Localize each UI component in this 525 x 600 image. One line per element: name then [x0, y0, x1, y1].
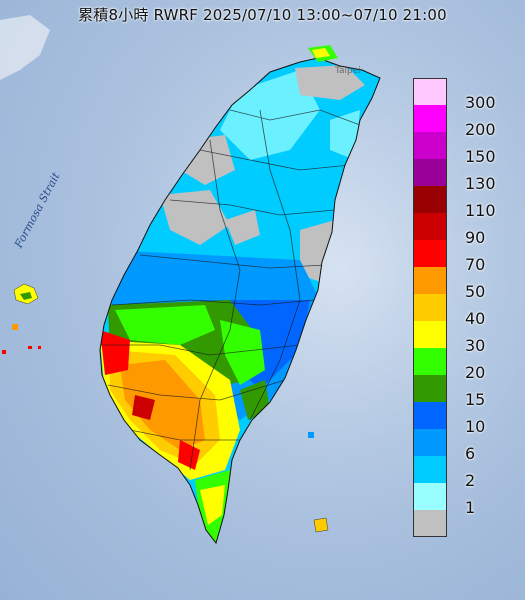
- legend-swatch: [413, 375, 447, 402]
- legend-row: 70: [413, 240, 508, 274]
- legend-row: 10: [413, 402, 508, 436]
- legend-label: 70: [465, 255, 486, 274]
- legend-label: 1: [465, 498, 476, 517]
- legend-row: 130: [413, 159, 508, 193]
- legend-swatch: [413, 348, 447, 375]
- city-label-taipei: Taipei: [335, 66, 361, 76]
- legend-row: 6: [413, 429, 508, 463]
- legend-swatch: [413, 105, 447, 132]
- legend-swatch: [413, 186, 447, 213]
- legend-swatch: [413, 294, 447, 321]
- legend-swatch: [413, 402, 447, 429]
- legend-row: 1: [413, 483, 508, 517]
- legend-swatch: [413, 510, 447, 537]
- penghu-islands: [2, 283, 41, 354]
- legend-swatch: [413, 429, 447, 456]
- legend-row: 200: [413, 105, 508, 139]
- legend-row: 30: [413, 321, 508, 355]
- legend-swatch: [413, 483, 447, 510]
- east-islands: [308, 432, 329, 533]
- legend-swatch: [413, 321, 447, 348]
- legend-row: 40: [413, 294, 508, 328]
- legend-swatch: [413, 456, 447, 483]
- rainfall-legend: 300 200 150 130 110 90 70 50 40 30 20 15 10 6 2 1: [413, 78, 508, 537]
- legend-label: 50: [465, 282, 486, 301]
- legend-swatch: [413, 267, 447, 294]
- legend-label: 2: [465, 471, 476, 490]
- legend-label: 15: [465, 390, 486, 409]
- legend-swatch: [413, 213, 447, 240]
- legend-label: 130: [465, 174, 496, 193]
- map-title: 累積8小時 RWRF 2025/07/10 13:00~07/10 21:00: [78, 6, 447, 24]
- legend-swatch: [413, 132, 447, 159]
- legend-row: 2: [413, 456, 508, 490]
- legend-label: 10: [465, 417, 486, 436]
- legend-label: 300: [465, 93, 496, 112]
- legend-row: 150: [413, 132, 508, 166]
- legend-row: [413, 510, 508, 537]
- legend-row: 90: [413, 213, 508, 247]
- legend-label: 20: [465, 363, 486, 382]
- legend-label: 40: [465, 309, 486, 328]
- legend-label: 6: [465, 444, 476, 463]
- legend-label: 200: [465, 120, 496, 139]
- legend-swatch: [413, 159, 447, 186]
- mainland-coast: [0, 15, 50, 80]
- legend-row: 300: [413, 78, 508, 112]
- legend-label: 30: [465, 336, 486, 355]
- legend-label: 150: [465, 147, 496, 166]
- legend-row: 110: [413, 186, 508, 220]
- taiwan-island: [99, 45, 381, 545]
- legend-swatch: [413, 78, 447, 105]
- legend-label: 110: [465, 201, 496, 220]
- legend-label: 90: [465, 228, 486, 247]
- legend-row: 15: [413, 375, 508, 409]
- legend-swatch: [413, 240, 447, 267]
- legend-row: 20: [413, 348, 508, 382]
- legend-row: 50: [413, 267, 508, 301]
